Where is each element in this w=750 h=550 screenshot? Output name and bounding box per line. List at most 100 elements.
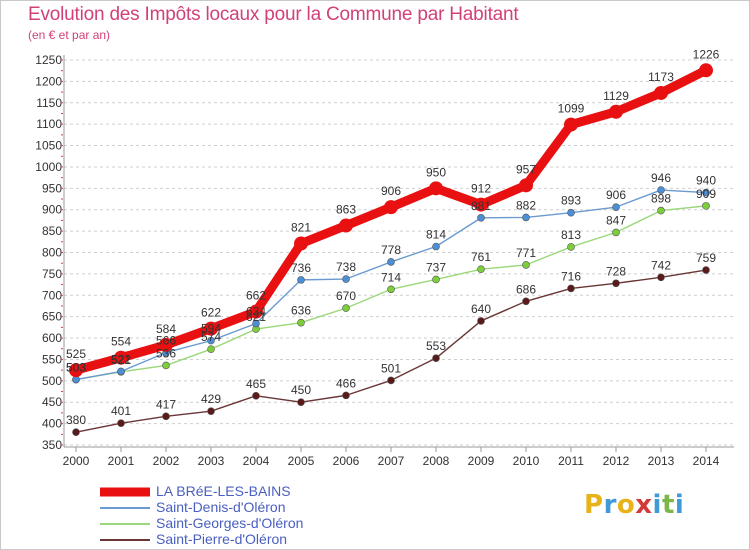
data-point (387, 258, 395, 266)
data-point (72, 428, 80, 436)
y-tick-label: 350 (42, 438, 62, 452)
data-label: 1173 (648, 70, 674, 84)
data-point (612, 279, 620, 288)
legend-swatch (100, 523, 150, 525)
x-tick-label: 2008 (423, 454, 450, 468)
x-tick-label: 2012 (603, 454, 630, 468)
data-label: 771 (516, 246, 536, 260)
data-point (432, 275, 440, 284)
y-tick-label: 950 (42, 181, 62, 195)
data-point (432, 354, 440, 362)
x-tick-label: 2004 (243, 454, 270, 468)
data-point (342, 304, 350, 312)
data-point (657, 206, 665, 215)
data-point (387, 285, 395, 294)
x-tick-label: 2005 (288, 454, 315, 468)
data-point (162, 361, 170, 370)
x-tick-label: 2002 (153, 454, 180, 468)
data-label: 536 (156, 346, 176, 360)
data-point (657, 186, 665, 194)
data-point (522, 213, 530, 222)
y-tick-label: 1250 (35, 53, 62, 67)
proxiti-logo: Proxiti (584, 490, 684, 520)
legend-swatch (100, 507, 150, 509)
logo-letter: t (661, 490, 675, 520)
data-point (252, 319, 260, 328)
data-point (654, 85, 668, 100)
data-point (477, 214, 485, 222)
data-label: 465 (246, 377, 266, 391)
data-point (612, 228, 620, 237)
y-tick-label: 1000 (35, 160, 62, 174)
data-label: 737 (426, 260, 446, 274)
y-tick-label: 700 (42, 288, 62, 302)
data-point (702, 188, 710, 197)
data-label: 670 (336, 289, 356, 303)
data-point (342, 275, 350, 283)
data-label: 566 (156, 334, 176, 348)
x-tick-label: 2010 (513, 454, 540, 468)
legend-label: Saint-Pierre-d'Oléron (156, 531, 288, 547)
data-label: 778 (381, 243, 401, 257)
data-point (387, 376, 395, 385)
data-label: 634 (246, 305, 266, 319)
data-point (522, 261, 530, 269)
data-label: 686 (516, 282, 536, 296)
data-point (117, 367, 125, 376)
chart-subtitle: (en € et par an) (28, 28, 111, 42)
data-labels: 525 554 584 622 662 821 863 906 950 912 957 1099 112… (66, 47, 720, 427)
data-point (162, 412, 170, 421)
y-tick-label: 1100 (36, 117, 62, 131)
data-point (297, 398, 305, 407)
data-point (294, 236, 308, 251)
data-label: 912 (471, 182, 491, 196)
data-label: 450 (291, 383, 311, 397)
data-point (249, 304, 263, 319)
x-tick-label: 2000 (63, 454, 90, 468)
data-point (567, 284, 575, 293)
logo-letter: P (584, 490, 604, 520)
y-tick-label: 1200 (35, 74, 62, 88)
data-label: 736 (291, 261, 311, 275)
data-point (69, 363, 83, 378)
data-label: 957 (516, 162, 536, 176)
data-point (474, 197, 488, 212)
y-tick-label: 600 (42, 331, 62, 345)
data-label: 882 (516, 198, 536, 212)
data-label: 898 (651, 192, 671, 206)
data-point (702, 266, 710, 274)
data-label: 554 (111, 335, 131, 349)
data-point (702, 202, 710, 210)
data-point (252, 392, 260, 400)
data-point (657, 273, 665, 282)
x-tick-label: 2013 (648, 454, 675, 468)
line-chart: 350 400 450 500 550 600 650 700 750 800 850 900 950 1… (35, 47, 734, 468)
logo-letter: i (674, 490, 685, 520)
x-tick-label: 2003 (198, 454, 225, 468)
x-tick-label: 2011 (558, 454, 584, 468)
data-label: 728 (606, 264, 626, 278)
y-tick-label: 800 (42, 246, 62, 260)
legend-label: LA BRéE-LES-BAINS (156, 483, 291, 499)
y-tick-label: 900 (42, 203, 62, 217)
data-label: 429 (201, 392, 221, 406)
legend-label: Saint-Denis-d'Oléron (156, 499, 286, 515)
x-tick-label: 2014 (693, 454, 720, 468)
data-label: 553 (426, 339, 446, 353)
data-point (477, 317, 485, 325)
legend-swatch (100, 487, 150, 497)
data-label: 950 (426, 165, 446, 179)
data-label: 716 (561, 269, 581, 283)
data-label: 1129 (603, 89, 629, 103)
data-label: 466 (336, 376, 356, 390)
data-point (297, 318, 305, 327)
data-label: 1226 (693, 47, 720, 61)
data-point (117, 419, 125, 427)
data-point (522, 297, 530, 306)
data-point (609, 104, 623, 119)
data-point (159, 337, 173, 352)
data-point (207, 336, 215, 345)
logo-letter: r (603, 490, 617, 520)
data-label: 503 (66, 361, 86, 375)
x-tick-label: 2009 (468, 454, 495, 468)
